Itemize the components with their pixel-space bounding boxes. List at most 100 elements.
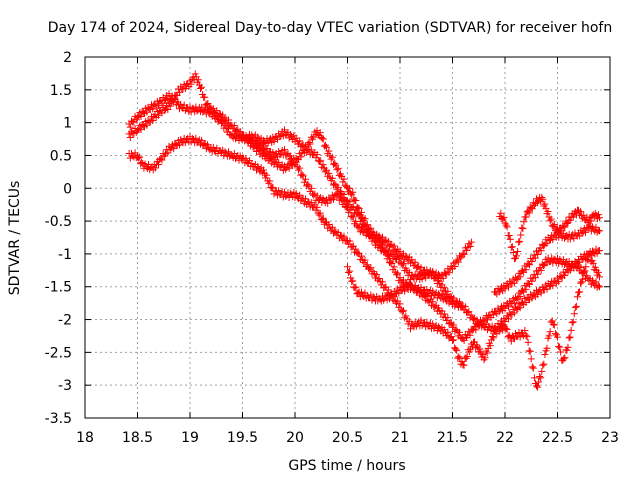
- data-point: [454, 258, 462, 266]
- data-point: [367, 264, 375, 272]
- data-point: [566, 333, 574, 341]
- data-point: [334, 183, 342, 191]
- data-point: [594, 282, 602, 290]
- data-point: [342, 203, 350, 211]
- data-point: [281, 146, 288, 154]
- data-point: [541, 200, 549, 208]
- data-point: [516, 237, 524, 245]
- data-point: [384, 252, 392, 260]
- data-point: [352, 196, 360, 204]
- data-point: [481, 354, 489, 362]
- data-point: [363, 221, 371, 229]
- data-point: [348, 277, 356, 285]
- data-point: [126, 133, 134, 141]
- y-tick-label: -0.5: [45, 214, 72, 230]
- data-point: [549, 236, 557, 244]
- data-point: [137, 126, 145, 134]
- data-point: [440, 284, 448, 292]
- data-point: [581, 267, 589, 275]
- data-point: [524, 260, 532, 268]
- data-point: [544, 208, 552, 216]
- data-point: [534, 251, 542, 259]
- data-point: [435, 323, 442, 331]
- data-point: [151, 164, 159, 172]
- data-point: [194, 76, 202, 84]
- data-point: [596, 247, 603, 255]
- x-tick-label: 22.5: [542, 430, 573, 446]
- data-point: [375, 274, 383, 282]
- data-point: [340, 232, 348, 240]
- data-point: [459, 249, 467, 257]
- data-point: [527, 355, 535, 363]
- data-point: [276, 132, 284, 140]
- data-point: [160, 106, 168, 114]
- data-point: [509, 248, 517, 256]
- data-point: [138, 159, 146, 167]
- data-point: [131, 149, 139, 157]
- data-point: [577, 208, 585, 216]
- data-point: [555, 278, 563, 286]
- data-point: [132, 128, 140, 136]
- data-point: [444, 328, 452, 336]
- data-point: [136, 153, 144, 161]
- data-point: [537, 247, 545, 255]
- data-point: [525, 209, 533, 217]
- data-point: [550, 221, 558, 229]
- data-point: [516, 292, 524, 300]
- y-tick-label: -1.5: [45, 280, 72, 296]
- series-track-c: [125, 133, 603, 391]
- data-point: [561, 271, 568, 279]
- data-point: [296, 191, 304, 199]
- data-point: [379, 278, 386, 286]
- data-point: [572, 302, 580, 310]
- data-point: [466, 331, 474, 339]
- data-point: [573, 293, 581, 301]
- data-point: [444, 287, 452, 295]
- data-point: [538, 367, 546, 375]
- data-point: [352, 217, 360, 225]
- data-point: [263, 144, 271, 152]
- data-point: [578, 256, 586, 264]
- data-point: [390, 263, 398, 271]
- data-point: [355, 205, 363, 213]
- data-point: [456, 328, 463, 336]
- x-tick-label: 18: [76, 430, 94, 446]
- data-point: [507, 243, 515, 251]
- data-point: [539, 361, 547, 369]
- data-point: [502, 325, 510, 333]
- data-point: [462, 354, 470, 362]
- data-point: [193, 107, 201, 115]
- data-point: [517, 231, 525, 239]
- data-point: [411, 258, 419, 266]
- data-point: [556, 343, 564, 351]
- data-point: [522, 266, 530, 274]
- data-point: [596, 273, 603, 281]
- data-point: [543, 344, 551, 352]
- data-point: [313, 151, 321, 159]
- data-point: [483, 349, 491, 357]
- data-point: [319, 135, 327, 143]
- data-point: [192, 134, 200, 142]
- data-point: [402, 312, 410, 320]
- data-point: [545, 332, 553, 340]
- data-point: [363, 261, 371, 269]
- data-point: [575, 288, 582, 296]
- data-point: [346, 237, 354, 245]
- data-point: [550, 321, 558, 329]
- data-point: [263, 171, 271, 179]
- data-point: [576, 288, 584, 296]
- data-point: [534, 270, 542, 278]
- data-point: [503, 223, 511, 231]
- data-point: [534, 291, 542, 299]
- data-point: [386, 295, 393, 303]
- data-point: [540, 360, 548, 368]
- data-point: [539, 195, 547, 203]
- data-point: [566, 235, 574, 243]
- y-tick-label: 1.5: [50, 83, 72, 99]
- data-point: [126, 123, 134, 131]
- data-point: [170, 98, 178, 106]
- data-point: [269, 183, 277, 191]
- data-point: [526, 347, 534, 355]
- data-point: [282, 192, 290, 200]
- data-point: [137, 113, 145, 121]
